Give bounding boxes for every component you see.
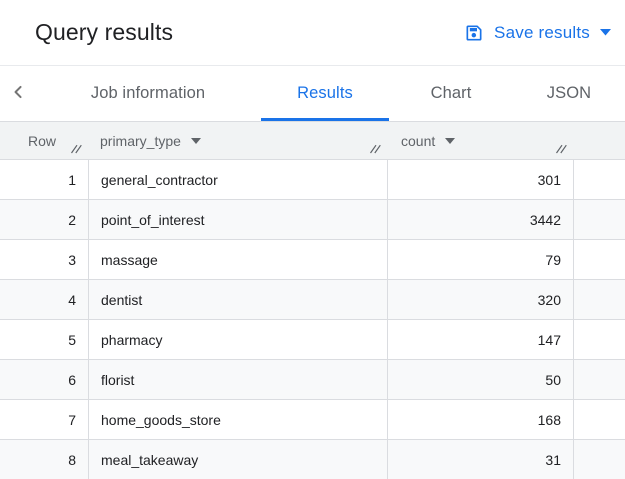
table-row: 1 general_contractor 301 [0,160,625,200]
column-header-count: count [387,122,573,159]
column-header-row: Row [0,122,88,159]
row-number-cell: 2 [68,211,76,228]
table-row: 3 massage 79 [0,240,625,280]
sort-menu-caret-icon[interactable] [445,137,456,144]
count-cell: 147 [387,320,573,359]
count-cell: 3442 [387,200,573,239]
count-cell: 50 [387,360,573,399]
table-row: 5 pharmacy 147 [0,320,625,360]
chevron-left-icon [7,81,29,106]
row-number-cell: 4 [68,291,76,308]
save-results-button[interactable]: Save results [464,23,611,43]
table-row: 6 florist 50 [0,360,625,400]
save-results-caret-icon [600,29,611,36]
column-header-primary-type: primary_type [88,122,387,159]
count-cell: 79 [387,240,573,279]
query-results-header: Query results Save results [0,0,625,66]
row-number-cell: 6 [68,371,76,388]
save-results-label: Save results [494,22,590,42]
tab-chart[interactable]: Chart [389,66,513,121]
column-header-count-label: count [401,132,436,149]
primary-type-cell: florist [88,360,387,399]
column-resize-handle[interactable] [555,142,568,154]
spacer-cell [573,280,625,319]
column-header-primary-type-label: primary_type [100,132,181,149]
tab-results[interactable]: Results [261,66,389,121]
spacer-cell [573,440,625,479]
tab-json[interactable]: JSON [513,66,625,121]
scroll-tabs-left-button[interactable] [0,66,35,121]
spacer-cell [573,320,625,359]
column-header-row-label: Row [28,132,57,149]
spacer-cell [573,160,625,199]
table-row: 7 home_goods_store 168 [0,400,625,440]
primary-type-cell: pharmacy [88,320,387,359]
results-table: Row primary_type count 1 [0,122,625,479]
table-row: 2 point_of_interest 3442 [0,200,625,240]
tab-job-information[interactable]: Job information [35,66,261,121]
page-title: Query results [35,19,174,45]
count-cell: 320 [387,280,573,319]
table-row: 8 meal_takeaway 31 [0,440,625,479]
primary-type-cell: dentist [88,280,387,319]
spacer-cell [573,240,625,279]
primary-type-cell: meal_takeaway [88,440,387,479]
sort-menu-caret-icon[interactable] [190,137,201,144]
primary-type-cell: point_of_interest [88,200,387,239]
row-number-cell: 7 [68,411,76,428]
spacer-cell [573,360,625,399]
primary-type-cell: massage [88,240,387,279]
table-row: 4 dentist 320 [0,280,625,320]
count-cell: 168 [387,400,573,439]
table-header-row: Row primary_type count [0,122,625,160]
count-cell: 301 [387,160,573,199]
primary-type-cell: home_goods_store [88,400,387,439]
row-number-cell: 8 [68,451,76,468]
table-body: 1 general_contractor 301 2 point_of_inte… [0,160,625,479]
count-cell: 31 [387,440,573,479]
spacer-cell [573,200,625,239]
column-header-spacer [573,122,625,159]
row-number-cell: 1 [68,171,76,188]
row-number-cell: 3 [68,251,76,268]
spacer-cell [573,400,625,439]
column-resize-handle[interactable] [369,142,382,154]
save-icon [464,23,484,43]
row-number-cell: 5 [68,331,76,348]
column-resize-handle[interactable] [70,142,83,154]
results-tabbar: Job information Results Chart JSON [0,66,625,122]
primary-type-cell: general_contractor [88,160,387,199]
